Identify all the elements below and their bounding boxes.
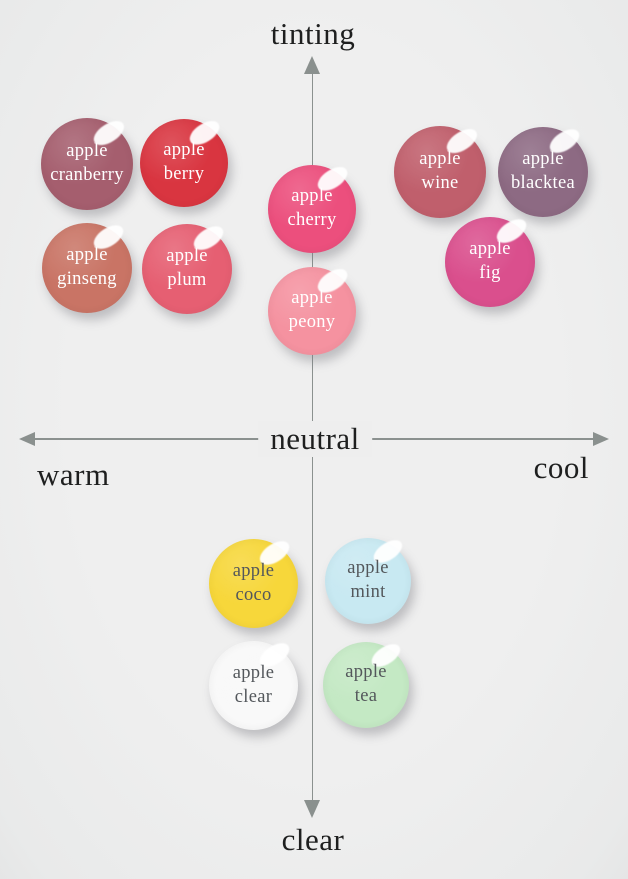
swatch-label: apple plum bbox=[166, 245, 208, 292]
swatch-label: apple clear bbox=[233, 662, 275, 709]
swatch-label-line1: apple bbox=[66, 245, 108, 266]
swatch-label-line2: plum bbox=[167, 270, 207, 290]
swatch-label: apple mint bbox=[347, 557, 389, 604]
swatch-apple-cranberry: apple cranberry bbox=[41, 115, 133, 210]
swatch-label-line2: ginseng bbox=[57, 269, 117, 289]
swatch-label-line2: wine bbox=[421, 173, 459, 193]
axis-label-neutral: neutral bbox=[258, 421, 372, 457]
swatch-label-line1: apple bbox=[166, 246, 208, 267]
swatch-label: apple fig bbox=[469, 238, 511, 285]
swatch-apple-wine: apple wine bbox=[394, 123, 486, 218]
swatch-label-line2: mint bbox=[350, 582, 386, 602]
swatch-label-line1: apple bbox=[66, 141, 108, 162]
swatch-label-line2: berry bbox=[163, 164, 205, 184]
swatch-apple-berry: apple berry bbox=[140, 116, 228, 207]
swatch-label-line2: coco bbox=[235, 584, 272, 605]
swatch-label-line2: cranberry bbox=[50, 165, 124, 185]
swatch-apple-clear: apple clear bbox=[209, 638, 298, 730]
swatch-label-line2: tea bbox=[354, 686, 378, 706]
axis-label-tinting: tinting bbox=[270, 16, 356, 51]
swatch-label-line2: cherry bbox=[287, 210, 337, 230]
axis-label-warm: warm bbox=[37, 457, 110, 492]
swatch-label-line1: apple bbox=[419, 149, 461, 170]
swatch-apple-plum: apple plum bbox=[142, 221, 232, 314]
swatch-label-line1: apple bbox=[163, 140, 205, 161]
axis-label-clear: clear bbox=[281, 822, 345, 857]
axis-arrow-right-icon bbox=[593, 432, 609, 446]
swatch-label: apple peony bbox=[289, 287, 336, 334]
swatch-label-line2: clear bbox=[234, 686, 273, 707]
swatch-label: apple blacktea bbox=[511, 148, 575, 195]
swatch-label-line1: apple bbox=[232, 662, 275, 683]
swatch-label: apple cranberry bbox=[50, 140, 124, 187]
swatch-apple-cherry: apple cherry bbox=[268, 162, 356, 253]
swatch-label-line1: apple bbox=[291, 186, 333, 207]
axis-arrow-left-icon bbox=[19, 432, 35, 446]
swatch-label-line1: apple bbox=[347, 558, 389, 579]
swatch-apple-peony: apple peony bbox=[268, 264, 356, 355]
swatch-label-line1: apple bbox=[469, 239, 511, 260]
swatch-label-line1: apple bbox=[345, 662, 387, 683]
swatch-label: apple wine bbox=[419, 148, 461, 195]
swatch-apple-ginseng: apple ginseng bbox=[42, 220, 132, 313]
swatch-apple-mint: apple mint bbox=[325, 535, 411, 624]
swatch-apple-coco: apple coco bbox=[209, 536, 298, 628]
swatch-label-line1: apple bbox=[232, 560, 275, 581]
axis-label-cool: cool bbox=[533, 450, 589, 485]
swatch-apple-blacktea: apple blacktea bbox=[498, 124, 588, 217]
swatch-label: apple ginseng bbox=[57, 244, 117, 291]
axis-arrow-up-icon bbox=[304, 56, 320, 74]
swatch-apple-tea: apple tea bbox=[323, 639, 409, 728]
swatch-label-line2: blacktea bbox=[510, 173, 576, 193]
swatch-label: apple tea bbox=[345, 661, 387, 708]
swatch-label: apple cherry bbox=[287, 185, 336, 232]
swatch-label-line2: fig bbox=[479, 263, 501, 283]
swatch-label: apple berry bbox=[163, 139, 205, 186]
swatch-apple-fig: apple fig bbox=[445, 214, 535, 307]
swatch-label-line2: peony bbox=[288, 312, 336, 332]
swatch-label: apple coco bbox=[233, 560, 275, 607]
axis-arrow-down-icon bbox=[304, 800, 320, 818]
swatch-label-line1: apple bbox=[291, 288, 333, 309]
swatch-label-line1: apple bbox=[522, 149, 564, 170]
